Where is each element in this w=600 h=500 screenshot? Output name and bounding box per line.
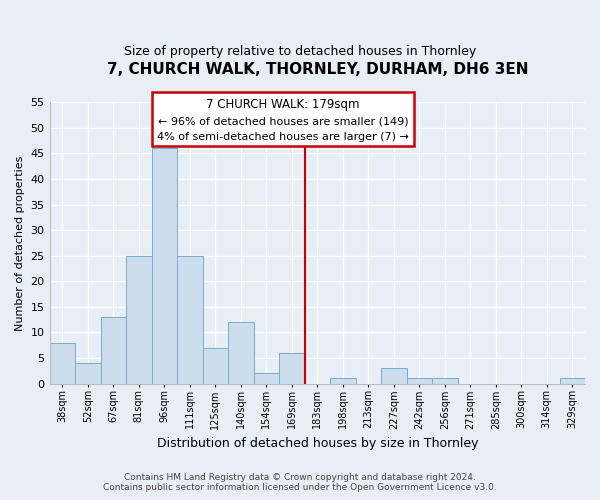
Bar — [203, 348, 228, 384]
Text: Size of property relative to detached houses in Thornley: Size of property relative to detached ho… — [124, 45, 476, 58]
Text: 7 CHURCH WALK: 179sqm: 7 CHURCH WALK: 179sqm — [206, 98, 359, 112]
Y-axis label: Number of detached properties: Number of detached properties — [15, 156, 25, 330]
Bar — [126, 256, 152, 384]
Bar — [75, 363, 101, 384]
X-axis label: Distribution of detached houses by size in Thornley: Distribution of detached houses by size … — [157, 437, 478, 450]
Bar — [381, 368, 407, 384]
Bar — [228, 322, 254, 384]
Bar — [101, 317, 126, 384]
Bar — [152, 148, 177, 384]
Bar — [152, 92, 414, 146]
Bar — [560, 378, 585, 384]
Bar — [407, 378, 432, 384]
Text: Contains HM Land Registry data © Crown copyright and database right 2024.
Contai: Contains HM Land Registry data © Crown c… — [103, 473, 497, 492]
Bar — [177, 256, 203, 384]
Bar — [432, 378, 458, 384]
Bar — [279, 353, 305, 384]
Text: ← 96% of detached houses are smaller (149): ← 96% of detached houses are smaller (14… — [158, 116, 408, 126]
Bar — [50, 342, 75, 384]
Text: 4% of semi-detached houses are larger (7) →: 4% of semi-detached houses are larger (7… — [157, 132, 409, 142]
Bar — [254, 374, 279, 384]
Title: 7, CHURCH WALK, THORNLEY, DURHAM, DH6 3EN: 7, CHURCH WALK, THORNLEY, DURHAM, DH6 3E… — [107, 62, 528, 78]
Bar — [330, 378, 356, 384]
